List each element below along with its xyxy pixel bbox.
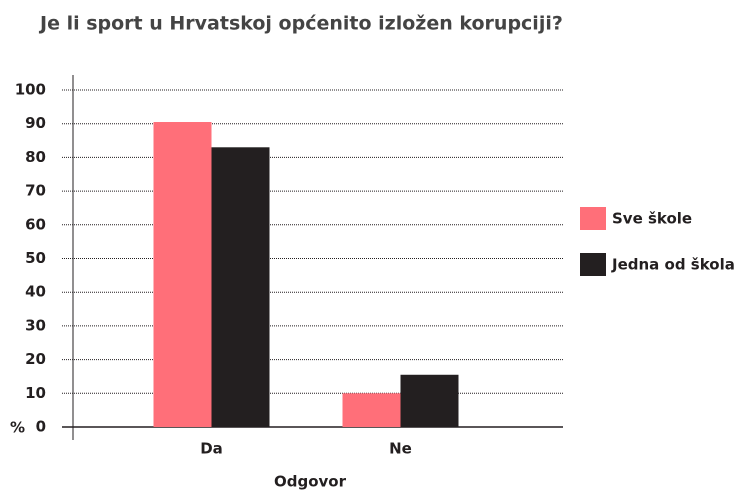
y-axis-label: % (10, 419, 25, 437)
bar (153, 122, 212, 427)
x-axis-label: Odgovor (274, 473, 347, 491)
chart-title: Je li sport u Hrvatskoj općenito izložen… (38, 13, 563, 35)
legend-swatch (580, 207, 606, 230)
y-tick-label: 20 (25, 350, 46, 368)
legend-label: Sve škole (612, 210, 692, 228)
y-tick-label: 0 (36, 418, 46, 436)
y-tick-label: 80 (25, 148, 46, 166)
y-tick-label: 10 (25, 384, 46, 402)
legend-label: Jedna od škola (611, 256, 735, 274)
y-tick-label: 60 (25, 215, 46, 233)
y-tick-label: 50 (25, 249, 46, 267)
y-tick-label: 100 (15, 81, 46, 99)
y-tick-label: 30 (25, 316, 46, 334)
bar (400, 374, 459, 427)
bar (342, 393, 401, 427)
legend-swatch (580, 253, 606, 276)
bar (211, 147, 270, 428)
y-tick-label: 90 (25, 114, 46, 132)
x-tick-label: Da (200, 440, 223, 458)
y-tick-label: 70 (25, 182, 46, 200)
x-tick-label: Ne (389, 440, 412, 458)
y-tick-label: 40 (25, 283, 46, 301)
